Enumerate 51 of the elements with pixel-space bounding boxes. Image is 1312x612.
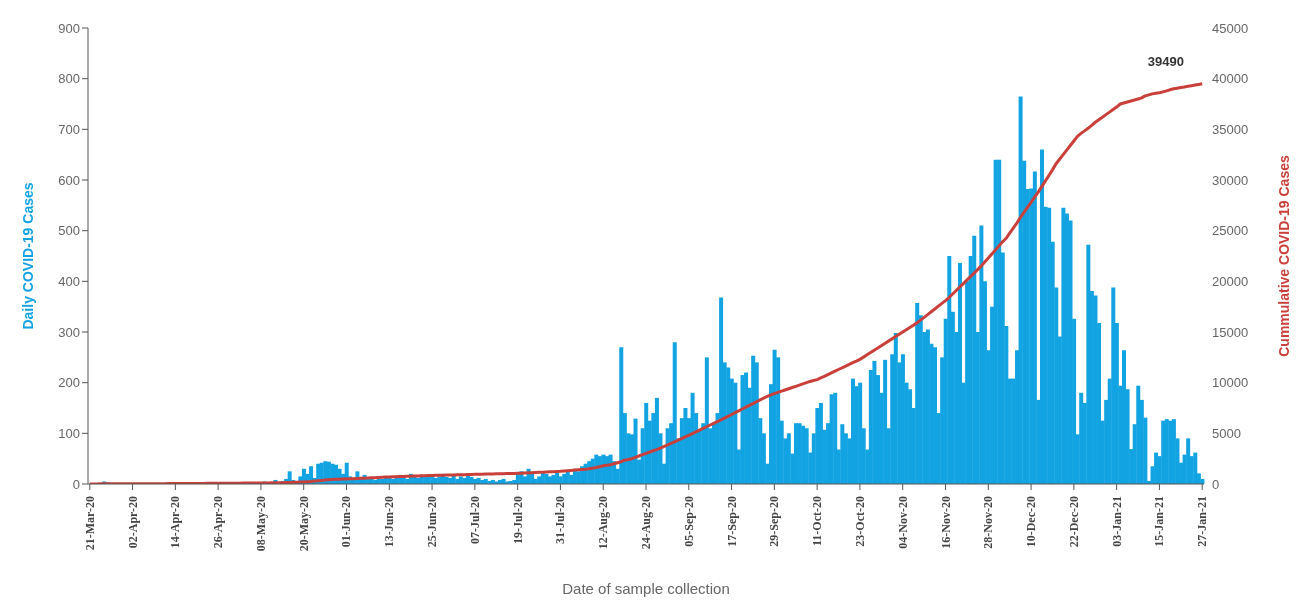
- y2-tick-label: 15000: [1212, 324, 1249, 340]
- x-tick-label: 21-Mar-20: [82, 496, 97, 551]
- x-tick-label: 24-Aug-20: [639, 496, 653, 550]
- y-tick-label: 100: [58, 425, 80, 441]
- y-tick-label: 300: [58, 324, 80, 340]
- x-tick-label: 19-Jul-20: [510, 496, 525, 544]
- x-tick-label: 10-Dec-20: [1024, 496, 1039, 548]
- x-tick-label: 02-Apr-20: [125, 496, 140, 549]
- x-tick-label: 13-Jun-20: [382, 496, 397, 548]
- x-tick-label: 07-Jul-20: [467, 496, 482, 544]
- y2-tick-label: 35000: [1212, 121, 1249, 137]
- x-tick-label: 05-Sep-20: [681, 496, 696, 547]
- y2-tick-label: 30000: [1212, 172, 1249, 188]
- y2-tick-label: 25000: [1212, 223, 1249, 239]
- x-tick-label: 22-Dec-20: [1066, 496, 1081, 548]
- x-tick-label: 28-Nov-20: [981, 496, 996, 549]
- x-tick-label: 12-Aug-20: [596, 496, 611, 550]
- y-tick-label: 600: [58, 172, 80, 188]
- x-tick-label: 20-May-20: [296, 496, 311, 552]
- x-tick-label: 23-Oct-20: [852, 496, 867, 547]
- y-tick-label: 900: [58, 20, 80, 36]
- y2-tick-label: 45000: [1212, 20, 1249, 36]
- y2-tick-label: 5000: [1212, 425, 1241, 441]
- y2-axis-title: Cummulative COVID-19 Cases: [1275, 155, 1292, 357]
- y-tick-label: 0: [72, 476, 80, 492]
- x-tick-label: 15-Jan-21: [1152, 496, 1167, 547]
- y2-tick-label: 20000: [1212, 273, 1249, 289]
- y-axis-title: Daily COVID-19 Cases: [19, 182, 36, 330]
- x-tick-label: 01-Jun-20: [339, 496, 354, 548]
- x-tick-label: 29-Sep-20: [767, 496, 782, 547]
- x-tick-label: 27-Jan-21: [1195, 496, 1210, 547]
- y-tick-label: 500: [58, 223, 80, 239]
- x-tick-label: 03-Jan-21: [1109, 496, 1124, 547]
- x-tick-label: 25-Jun-20: [425, 496, 440, 548]
- x-tick-label: 14-Apr-20: [168, 496, 183, 549]
- y-tick-label: 700: [58, 121, 80, 137]
- annotation: 39490: [1147, 54, 1184, 69]
- y-tick-label: 400: [58, 273, 80, 289]
- y-tick-label: 800: [58, 71, 80, 87]
- x-tick-label: 17-Sep-20: [724, 496, 739, 547]
- x-tick-label: 04-Nov-20: [895, 496, 910, 549]
- x-tick-label: 16-Nov-20: [938, 496, 953, 549]
- y-tick-label: 200: [58, 375, 80, 391]
- x-axis-title: Date of sample collection: [562, 580, 730, 597]
- x-tick-label: 11-Oct-20: [810, 496, 825, 546]
- y2-tick-label: 0: [1212, 476, 1220, 492]
- y2-tick-label: 10000: [1212, 375, 1249, 391]
- y2-tick-label: 40000: [1212, 71, 1249, 87]
- x-tick-label: 31-Jul-20: [553, 496, 568, 544]
- x-tick-label: 26-Apr-20: [211, 496, 226, 549]
- x-tick-label: 08-May-20: [253, 496, 268, 552]
